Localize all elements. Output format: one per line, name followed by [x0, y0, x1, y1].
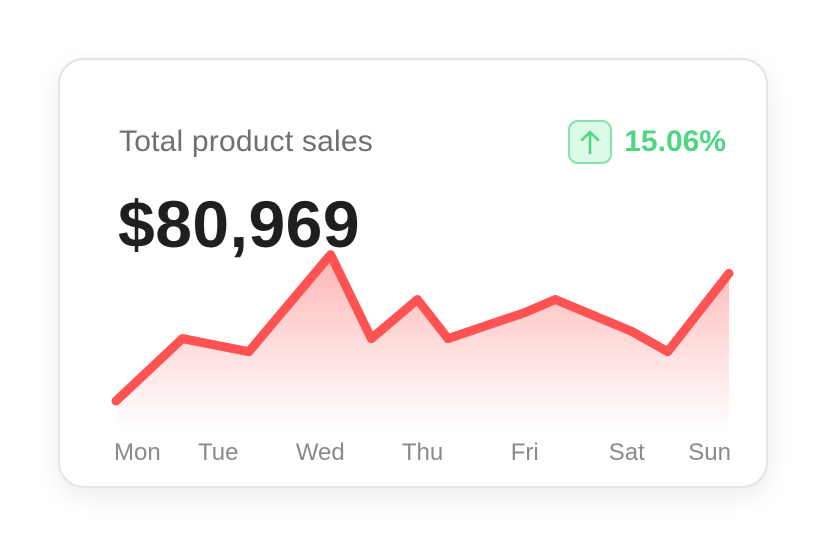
data-point-6 — [447, 338, 449, 340]
x-tick-label-fri: Fri — [511, 439, 539, 466]
trend-indicator: 15.06% — [568, 120, 726, 164]
data-point-7 — [524, 312, 526, 314]
data-point-3 — [330, 254, 332, 256]
x-tick-label-mon: Mon — [114, 439, 161, 466]
sales-area-fill — [116, 254, 729, 430]
card-title: Total product sales — [119, 125, 373, 158]
x-tick-label-thu: Thu — [402, 439, 443, 466]
x-tick-label-sun: Sun — [688, 439, 731, 466]
trend-percentage: 15.06% — [624, 125, 726, 158]
data-point-2 — [248, 351, 250, 353]
arrow-up-icon — [568, 120, 613, 164]
total-sales-value: $80,969 — [118, 187, 361, 261]
data-point-9 — [631, 330, 633, 332]
sales-line — [111, 250, 734, 406]
x-tick-label-wed: Wed — [296, 439, 345, 466]
data-point-8 — [554, 299, 556, 300]
data-point-1 — [181, 338, 183, 340]
data-point-10 — [667, 351, 669, 353]
sales-area-chart: Mon Tue Wed Thu Fri Sat Sun — [111, 250, 734, 466]
data-point-0 — [115, 400, 117, 402]
sales-card: Total product sales 15.06% $80,969 Mon Tu… — [58, 58, 768, 488]
x-tick-label-sat: Sat — [609, 439, 645, 466]
data-point-4 — [370, 338, 372, 340]
data-point-11 — [728, 272, 730, 274]
x-tick-label-tue: Tue — [198, 439, 238, 466]
data-point-5 — [416, 299, 418, 300]
